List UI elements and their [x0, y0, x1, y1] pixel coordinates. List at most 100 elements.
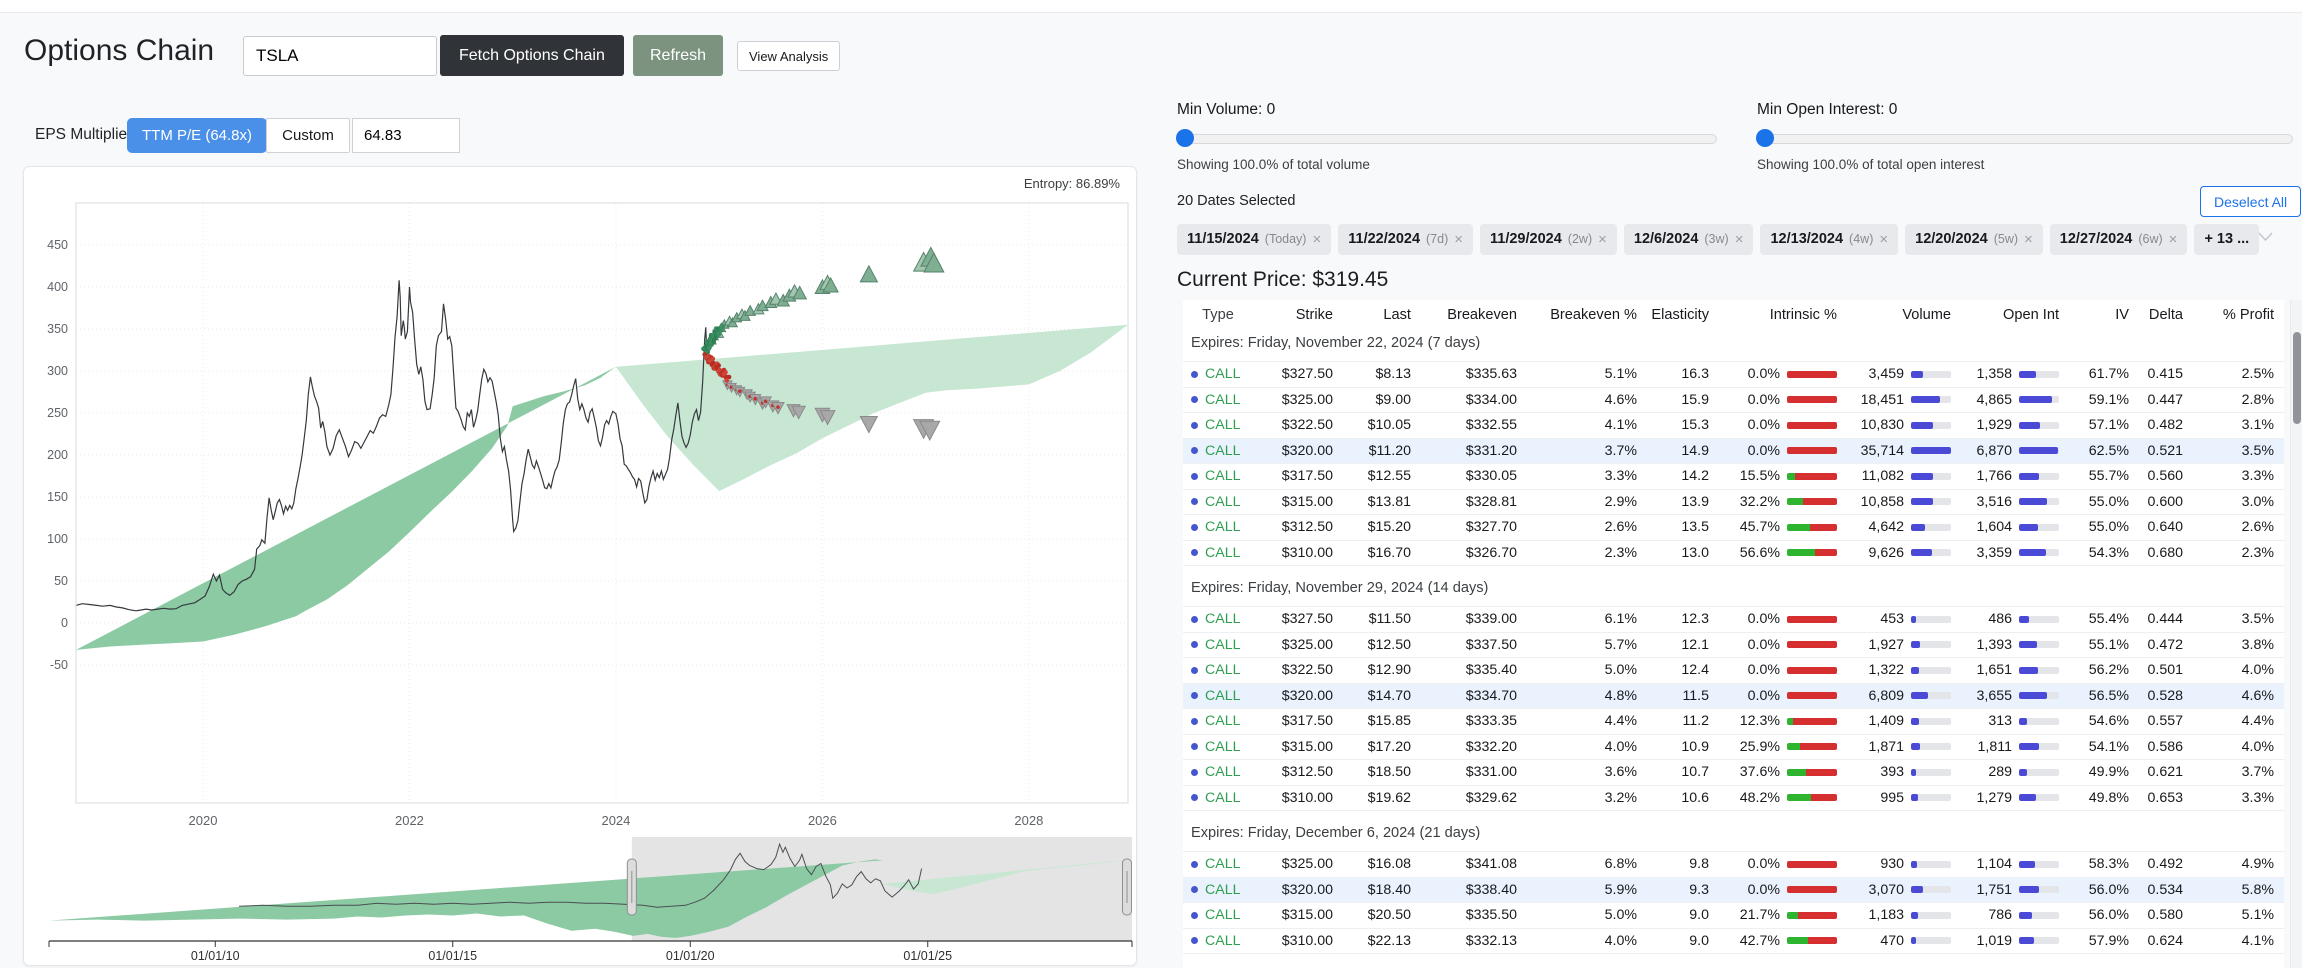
chip-remove-icon[interactable]: ×	[1598, 230, 1607, 248]
volume-cell-bar	[1911, 860, 1951, 868]
option-row[interactable]: CALL $325.00 $9.00 $334.00 4.6% 15.9 0.0% 18,45…	[1183, 387, 2284, 413]
svg-text:300: 300	[47, 364, 68, 378]
intrinsic-bar	[1787, 615, 1837, 623]
intrinsic-cell: 0.0%	[1719, 611, 1847, 627]
date-chip[interactable]: 11/22/2024 (7d) ×	[1338, 223, 1474, 255]
option-row[interactable]: CALL $310.00 $19.62 $329.62 3.2% 10.6 48.2% 995…	[1183, 785, 2284, 811]
option-row[interactable]: CALL $322.50 $10.05 $332.55 4.1% 15.3 0.0% 10,8…	[1183, 413, 2284, 439]
open-interest-cell: 3,516	[1961, 494, 2069, 510]
intrinsic-cell: 0.0%	[1719, 443, 1847, 459]
svg-text:01/01/20: 01/01/20	[666, 949, 715, 963]
open-interest-cell-bar	[2019, 911, 2059, 919]
eps-multiplier-label: EPS Multiplier:	[35, 126, 137, 143]
option-type-cell: CALL	[1183, 545, 1253, 561]
volume-cell-bar	[1911, 447, 1951, 455]
volume-cell: 11,082	[1847, 468, 1961, 484]
option-type: CALL	[1205, 544, 1241, 561]
intrinsic-bar	[1787, 523, 1837, 531]
chip-remove-icon[interactable]: ×	[1734, 230, 1744, 248]
intrinsic-cell: 56.6%	[1719, 545, 1847, 561]
option-row[interactable]: CALL $310.00 $16.70 $326.70 2.3% 13.0 56.6% 9,6…	[1183, 540, 2284, 566]
open-interest-cell-bar	[2019, 421, 2059, 429]
svg-text:-50: -50	[50, 658, 68, 672]
date-chip[interactable]: 11/29/2024 (2w) ×	[1480, 223, 1617, 255]
refresh-button[interactable]: Refresh	[633, 35, 724, 76]
date-chip[interactable]: 12/27/2024 (6w) ×	[2049, 223, 2188, 255]
option-row[interactable]: CALL $325.00 $12.50 $337.50 5.7% 12.1 0.0% 1,92…	[1183, 632, 2284, 658]
option-row[interactable]: CALL $320.00 $11.20 $331.20 3.7% 14.9 0.0% 35,7…	[1183, 438, 2284, 464]
dates-dropdown-chevron-icon[interactable]	[2258, 229, 2273, 247]
volume-cell-bar	[1911, 421, 1951, 429]
intrinsic-cell: 0.0%	[1719, 417, 1847, 433]
option-type-cell: CALL	[1183, 790, 1253, 806]
chip-remove-icon[interactable]: ×	[2024, 230, 2033, 248]
svg-text:01/01/10: 01/01/10	[191, 949, 240, 963]
option-row[interactable]: CALL $327.50 $8.13 $335.63 5.1% 16.3 0.0% 3,459…	[1183, 362, 2284, 388]
custom-multiplier-input[interactable]	[352, 118, 460, 153]
chip-date: 12/27/2024	[2059, 231, 2133, 247]
view-analysis-button[interactable]: View Analysis	[737, 41, 841, 71]
ttm-pe-button[interactable]: TTM P/E (64.8x)	[127, 118, 268, 153]
chip-tag: (3w)	[1704, 232, 1729, 246]
column-header: Delta	[2148, 307, 2183, 323]
slider-thumb[interactable]	[1756, 129, 1774, 147]
option-row[interactable]: CALL $317.50 $12.55 $330.05 3.3% 14.2 15.5% 11,…	[1183, 464, 2284, 490]
date-chip[interactable]: 12/20/2024 (5w) ×	[1905, 223, 2043, 255]
min-volume-slider[interactable]	[1176, 129, 1717, 147]
option-row[interactable]: CALL $315.00 $17.20 $332.20 4.0% 10.9 25.9% 1,8…	[1183, 734, 2284, 760]
scrollbar-thumb[interactable]	[2293, 332, 2301, 424]
min-open-interest-slider[interactable]	[1756, 129, 2293, 147]
intrinsic-bar	[1787, 886, 1837, 894]
slider-track[interactable]	[1757, 134, 2293, 144]
price-chart[interactable]: -50 0 50 100 150 200 250 300 350 400 450 2020 2022 20…	[24, 193, 1134, 833]
chip-remove-icon[interactable]: ×	[2168, 230, 2178, 248]
option-row[interactable]: CALL $315.00 $13.81 $328.81 2.9% 13.9 32.2% 10,…	[1183, 489, 2284, 515]
ticker-input[interactable]	[243, 36, 437, 76]
deselect-all-button[interactable]: Deselect All	[2200, 186, 2302, 217]
option-type: CALL	[1205, 687, 1241, 704]
fetch-options-button[interactable]: Fetch Options Chain	[440, 35, 624, 76]
volume-cell: 6,809	[1847, 688, 1961, 704]
date-chip[interactable]: 12/6/2024 (3w) ×	[1623, 223, 1754, 255]
volume-cell-bar	[1911, 886, 1951, 894]
intrinsic-cell: 0.0%	[1719, 688, 1847, 704]
column-header: IV	[2115, 307, 2129, 323]
column-header: Type	[1202, 307, 1234, 323]
option-row[interactable]: CALL $315.00 $20.50 $335.50 5.0% 9.0 21.7% 1,18…	[1183, 903, 2284, 929]
chip-remove-icon[interactable]: ×	[1879, 230, 1889, 248]
svg-text:01/01/15: 01/01/15	[428, 949, 477, 963]
open-interest-cell: 1,279	[1961, 790, 2069, 806]
option-row[interactable]: CALL $327.50 $11.50 $339.00 6.1% 12.3 0.0% 453 4…	[1183, 607, 2284, 633]
volume-cell: 18,451	[1847, 392, 1961, 408]
chip-remove-icon[interactable]: ×	[1312, 230, 1322, 248]
custom-multiplier-button[interactable]: Custom	[266, 118, 350, 153]
option-row[interactable]: CALL $325.00 $16.08 $341.08 6.8% 9.8 0.0% 930 1,…	[1183, 852, 2284, 878]
more-dates-chip[interactable]: + 13 ...	[2194, 223, 2260, 255]
table-scrollbar[interactable]	[2290, 300, 2302, 968]
date-chip[interactable]: 12/13/2024 (4w) ×	[1760, 223, 1899, 255]
chip-tag: (Today)	[1264, 232, 1307, 246]
chip-remove-icon[interactable]: ×	[1454, 230, 1464, 248]
option-row[interactable]: CALL $310.00 $22.13 $332.13 4.0% 9.0 42.7% 470 1…	[1183, 928, 2284, 954]
option-bullet-icon	[1191, 370, 1198, 378]
volume-cell: 1,409	[1847, 713, 1961, 729]
option-row[interactable]: CALL $312.50 $18.50 $331.00 3.6% 10.7 37.6% 393…	[1183, 760, 2284, 786]
volume-cell-bar	[1911, 615, 1951, 623]
option-type-cell: CALL	[1183, 764, 1253, 780]
expiry-section-header: Expires: Friday, December 13, 2024 (28 d…	[1183, 954, 2284, 968]
chip-tag: (5w)	[1993, 232, 2019, 246]
open-interest-cell-bar	[2019, 692, 2059, 700]
open-interest-cell-bar	[2019, 860, 2059, 868]
option-row[interactable]: CALL $320.00 $18.40 $338.40 5.9% 9.3 0.0% 3,070…	[1183, 877, 2284, 903]
option-type-cell: CALL	[1183, 417, 1253, 433]
slider-thumb[interactable]	[1176, 129, 1194, 147]
open-interest-cell: 4,865	[1961, 392, 2069, 408]
chip-tag: (7d)	[1426, 232, 1449, 246]
range-navigator[interactable]: 01/01/10 01/01/15 01/01/20 01/01/25	[24, 833, 1134, 963]
slider-track[interactable]	[1177, 134, 1717, 144]
option-row[interactable]: CALL $312.50 $15.20 $327.70 2.6% 13.5 45.7% 4,6…	[1183, 515, 2284, 541]
option-row[interactable]: CALL $317.50 $15.85 $333.35 4.4% 11.2 12.3% 1,4…	[1183, 709, 2284, 735]
option-row[interactable]: CALL $320.00 $14.70 $334.70 4.8% 11.5 0.0% 6,80…	[1183, 683, 2284, 709]
date-chip[interactable]: 11/15/2024 (Today) ×	[1177, 223, 1332, 255]
option-row[interactable]: CALL $322.50 $12.90 $335.40 5.0% 12.4 0.0% 1,32…	[1183, 658, 2284, 684]
